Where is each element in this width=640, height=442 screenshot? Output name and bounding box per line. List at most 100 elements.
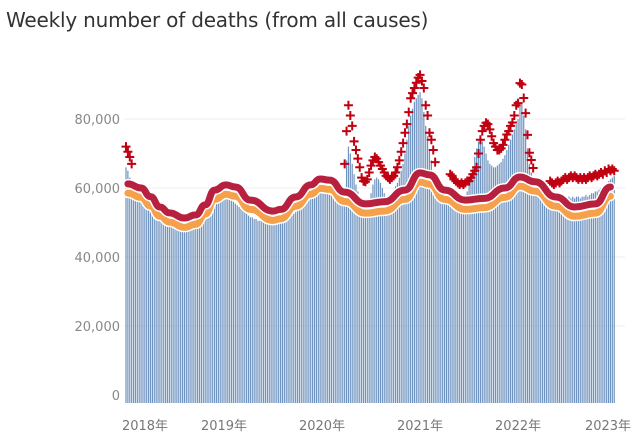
bar (562, 196, 564, 403)
bar (176, 227, 178, 403)
bar (132, 189, 135, 403)
bar (549, 198, 551, 403)
bar (310, 198, 312, 403)
excess-marker (127, 159, 137, 169)
bar (155, 213, 157, 403)
excess-marker (351, 145, 361, 155)
bar (185, 229, 187, 403)
bar (408, 125, 410, 404)
bar (257, 220, 259, 403)
bar (376, 177, 378, 403)
bar (543, 198, 546, 403)
bar (345, 160, 348, 403)
bar (492, 167, 495, 403)
bar (585, 194, 587, 403)
bar (261, 220, 263, 403)
bar (328, 194, 331, 403)
bar (163, 220, 165, 403)
excess-marker (424, 128, 434, 138)
excess-marker (426, 135, 436, 145)
excess-marker (417, 76, 427, 86)
bar (436, 184, 438, 403)
bar (570, 198, 572, 403)
bar (596, 191, 598, 403)
excess-marker (524, 148, 534, 158)
bar (566, 198, 568, 403)
bar (521, 103, 523, 403)
bar (242, 210, 244, 403)
excess-marker (504, 126, 514, 136)
excess-marker (609, 166, 619, 176)
bar (166, 222, 169, 403)
bar (598, 189, 600, 403)
excess-marker (391, 167, 401, 177)
excess-marker (355, 162, 365, 172)
bar (606, 182, 608, 403)
excess-marker (475, 135, 485, 145)
bar (204, 217, 206, 403)
excess-marker (370, 152, 380, 162)
bar (293, 213, 295, 403)
bar (313, 194, 316, 403)
bar (502, 158, 504, 403)
excess-marker (481, 118, 491, 128)
bar (528, 163, 530, 403)
bar (183, 229, 186, 403)
excess-marker (125, 152, 135, 162)
bar (215, 203, 218, 403)
bar (440, 191, 442, 403)
excess-marker (472, 162, 482, 172)
bar (221, 198, 223, 403)
bar (357, 191, 359, 403)
bar (489, 163, 491, 403)
bar (227, 196, 229, 403)
weekly-bars (125, 92, 615, 404)
bar (491, 165, 493, 403)
excess-marker (519, 93, 529, 103)
excess-marker (392, 162, 402, 172)
bar (142, 198, 144, 403)
bar (263, 222, 265, 403)
bar (255, 219, 257, 403)
bar (557, 198, 559, 403)
bar (592, 193, 595, 403)
excess-marker (419, 83, 429, 93)
bar (247, 215, 250, 403)
bar (553, 196, 555, 403)
bar (253, 219, 255, 403)
bar (415, 98, 417, 404)
bar (232, 201, 235, 403)
bar (278, 222, 280, 403)
bar (355, 184, 357, 403)
bar (149, 208, 152, 403)
bar (470, 177, 472, 403)
bar (551, 196, 553, 403)
excess-marker (121, 142, 131, 152)
excess-marker (485, 124, 495, 134)
bar (611, 177, 613, 403)
bar (519, 105, 521, 403)
bar (438, 188, 440, 403)
bar (500, 162, 502, 403)
bar (607, 181, 610, 403)
bar (249, 217, 252, 403)
bar (161, 219, 163, 403)
excess-marker (400, 128, 410, 138)
bar (558, 196, 561, 403)
bar (457, 203, 459, 403)
bar (213, 205, 216, 403)
bar (443, 196, 446, 403)
bar (151, 210, 153, 403)
bar (197, 224, 199, 403)
bar (515, 124, 517, 404)
bar (540, 194, 542, 403)
bar (340, 201, 342, 403)
bar (385, 196, 387, 403)
bar (295, 212, 297, 403)
bar (402, 163, 404, 403)
bar (330, 194, 333, 403)
bar (464, 196, 466, 403)
bar (513, 129, 515, 403)
bar (600, 188, 602, 403)
